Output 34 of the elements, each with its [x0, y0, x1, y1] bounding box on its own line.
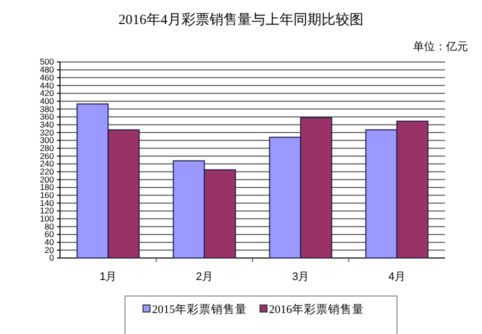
y-tick-label: 480	[40, 64, 54, 75]
x-tick-label: 3月	[292, 270, 310, 283]
y-tick-label: 420	[40, 88, 54, 98]
x-tick-label: 2月	[196, 270, 213, 283]
y-tick-label: 400	[40, 96, 54, 106]
y-tick-label: 80	[44, 221, 54, 232]
y-tick-label: 140	[40, 198, 54, 208]
legend-label: 2016年彩票销售量	[269, 303, 364, 316]
y-tick-label: 200	[40, 174, 54, 184]
y-tick-label: 380	[40, 104, 54, 114]
y-tick-label: 260	[40, 150, 54, 161]
x-tick-label: 1月	[100, 270, 117, 283]
y-tick-label: 460	[40, 72, 54, 82]
y-tick-label: 160	[40, 190, 54, 200]
x-tick-label: 4月	[388, 270, 406, 283]
y-tick-label: 320	[40, 127, 54, 138]
y-tick-label: 20	[44, 244, 54, 255]
text: 单位：亿元	[413, 40, 468, 53]
y-tick-label: 220	[40, 166, 54, 176]
y-tick-label: 360	[40, 112, 54, 122]
y-tick-label: 40	[44, 237, 54, 248]
y-tick-label: 100	[40, 214, 54, 224]
y-tick-label: 300	[40, 135, 54, 146]
y-tick-label: 120	[40, 206, 54, 216]
y-tick-label: 180	[40, 182, 54, 192]
y-tick-label: 60	[44, 229, 54, 240]
legend-label: 2015年彩票销售量	[152, 303, 247, 316]
y-tick-label: 500	[40, 56, 54, 67]
y-tick-label: 280	[40, 142, 54, 153]
y-tick-label: 0	[49, 252, 54, 263]
y-tick-label: 340	[40, 119, 54, 130]
y-tick-label: 440	[40, 80, 54, 90]
y-tick-label: 240	[40, 158, 54, 169]
chart-title: 2016年4月彩票销售量与上年同期比较图	[118, 12, 364, 28]
